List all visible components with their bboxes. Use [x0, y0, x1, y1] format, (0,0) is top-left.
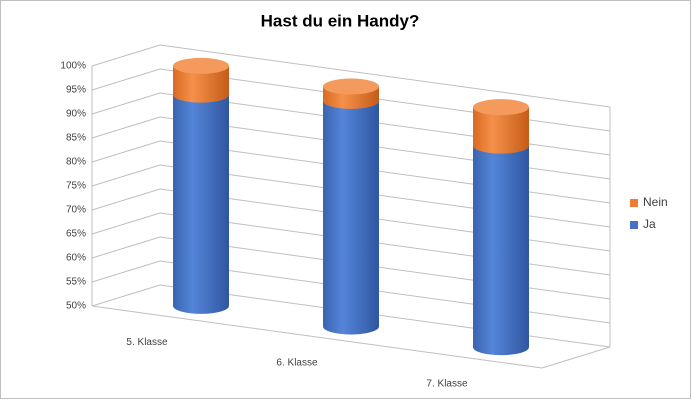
- grid-line-side: [91, 68, 161, 91]
- floor-edge: [541, 346, 611, 369]
- cylinder-segment: [323, 78, 380, 109]
- y-tick-label: 55%: [66, 277, 86, 288]
- legend-swatch: [630, 199, 638, 207]
- y-tick-label: 75%: [66, 181, 86, 192]
- y-tick-label: 80%: [66, 157, 86, 168]
- y-tick-label: 100%: [60, 61, 86, 72]
- grid-line: [159, 92, 611, 156]
- y-tick-label: 65%: [66, 229, 86, 240]
- grid-line-side: [91, 212, 161, 235]
- grid-line-side: [91, 284, 161, 307]
- grid-line: [159, 140, 611, 204]
- grid-line: [159, 260, 611, 324]
- x-tick-label: 5. Klasse: [126, 337, 168, 348]
- cylinder-segment: [173, 86, 229, 314]
- cylinder-top: [473, 99, 529, 116]
- grid-line-side: [91, 164, 161, 187]
- grid-line: [159, 284, 611, 348]
- y-tick-label: 60%: [66, 253, 86, 264]
- cylinder-segment: [173, 57, 229, 103]
- cylinder-body: [473, 145, 529, 356]
- grid-line-side: [91, 44, 161, 67]
- cylinder-segment: [323, 92, 380, 335]
- grid-line-side: [91, 92, 161, 115]
- grid-line-side: [91, 140, 161, 163]
- grid-line-side: [91, 236, 161, 259]
- x-tick-label: 7. Klasse: [426, 378, 468, 389]
- legend-swatch: [630, 221, 638, 229]
- y-tick-label: 85%: [66, 133, 86, 144]
- cylinder-body: [173, 65, 229, 103]
- y-tick-label: 50%: [66, 301, 86, 312]
- grid-line-side: [91, 260, 161, 283]
- y-tick-label: 90%: [66, 109, 86, 120]
- grid-line: [159, 236, 611, 300]
- y-tick-label: 95%: [66, 85, 86, 96]
- chart-title: Hast du ein Handy?: [261, 11, 420, 30]
- cylinder-segment: [473, 99, 529, 154]
- grid-line: [159, 116, 611, 180]
- cylinder-body: [323, 100, 380, 335]
- floor-edge: [91, 305, 543, 369]
- grid-line: [159, 188, 611, 252]
- grid-line: [159, 164, 611, 228]
- x-tick-label: 6. Klasse: [276, 358, 318, 369]
- cylinder-body: [173, 94, 229, 314]
- grid-line: [159, 68, 611, 132]
- grid-line-side: [91, 116, 161, 139]
- y-tick-label: 70%: [66, 205, 86, 216]
- grid-line: [159, 44, 611, 108]
- cylinder-segment: [473, 137, 529, 356]
- grid-line-side: [91, 188, 161, 211]
- cylinder-body: [473, 107, 529, 154]
- cylinder-top: [323, 78, 379, 95]
- cylinder-top: [173, 57, 229, 74]
- grid-line: [159, 212, 611, 276]
- legend-label: Ja: [643, 217, 656, 231]
- legend-label: Nein: [643, 195, 668, 209]
